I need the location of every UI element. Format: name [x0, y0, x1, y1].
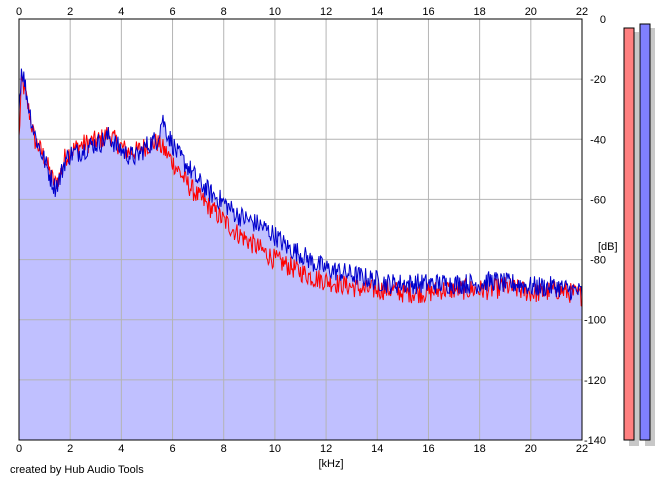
y-tick-label: 0 — [600, 14, 606, 26]
level-meter-left — [623, 27, 639, 446]
x-tick-labels-bottom: 0 2 4 6 8 10 12 14 16 18 20 22 — [16, 443, 588, 455]
x-tick-label-bottom: 20 — [525, 443, 537, 455]
x-tick-label-bottom: 0 — [16, 443, 22, 455]
y-tick-label: -20 — [590, 74, 606, 86]
y-axis-unit: [dB] — [598, 241, 618, 253]
x-tick-label-top: 4 — [118, 6, 124, 18]
series-line-2 — [18, 68, 583, 301]
x-tick-label-bottom: 18 — [474, 443, 486, 455]
credit-text: created by Hub Audio Tools — [10, 464, 144, 476]
series-line-1 — [18, 74, 583, 307]
x-tick-label-bottom: 2 — [67, 443, 73, 455]
x-tick-label-top: 20 — [525, 6, 537, 18]
x-tick-label-bottom: 22 — [576, 443, 588, 455]
x-tick-label-top: 2 — [67, 6, 73, 18]
y-tick-labels: 0 -20 -40 -60 -80 -100 -120 -140 — [584, 14, 606, 447]
y-tick-label: -120 — [584, 375, 606, 387]
x-tick-label-top: 14 — [371, 6, 383, 18]
y-tick-label: -80 — [590, 255, 606, 267]
x-tick-label-top: 10 — [269, 6, 281, 18]
x-tick-label-top: 18 — [474, 6, 486, 18]
x-tick-label-bottom: 8 — [221, 443, 227, 455]
x-tick-label-top: 0 — [16, 6, 22, 18]
x-tick-label-bottom: 4 — [118, 443, 124, 455]
y-tick-label: -40 — [590, 134, 606, 146]
y-tick-label: -140 — [584, 435, 606, 447]
level-meter-left-bar — [623, 27, 635, 441]
plot-frame — [18, 18, 583, 441]
x-tick-label-bottom: 14 — [371, 443, 383, 455]
series-lines — [18, 68, 583, 307]
x-tick-label-bottom: 12 — [320, 443, 332, 455]
x-axis-unit: [kHz] — [318, 458, 343, 470]
x-tick-label-top: 12 — [320, 6, 332, 18]
x-tick-label-top: 16 — [422, 6, 434, 18]
x-tick-label-bottom: 16 — [422, 443, 434, 455]
y-tick-label: -60 — [590, 194, 606, 206]
x-tick-labels-top: 0 2 4 6 8 10 12 14 16 18 20 22 — [16, 6, 588, 18]
x-tick-label-top: 6 — [169, 6, 175, 18]
x-tick-label-bottom: 10 — [269, 443, 281, 455]
x-tick-label-top: 8 — [221, 6, 227, 18]
x-tick-label-bottom: 6 — [169, 443, 175, 455]
level-meter-right — [639, 23, 655, 446]
level-meter-right-bar — [639, 23, 651, 441]
y-tick-label: -100 — [584, 315, 606, 327]
x-tick-label-top: 22 — [576, 6, 588, 18]
